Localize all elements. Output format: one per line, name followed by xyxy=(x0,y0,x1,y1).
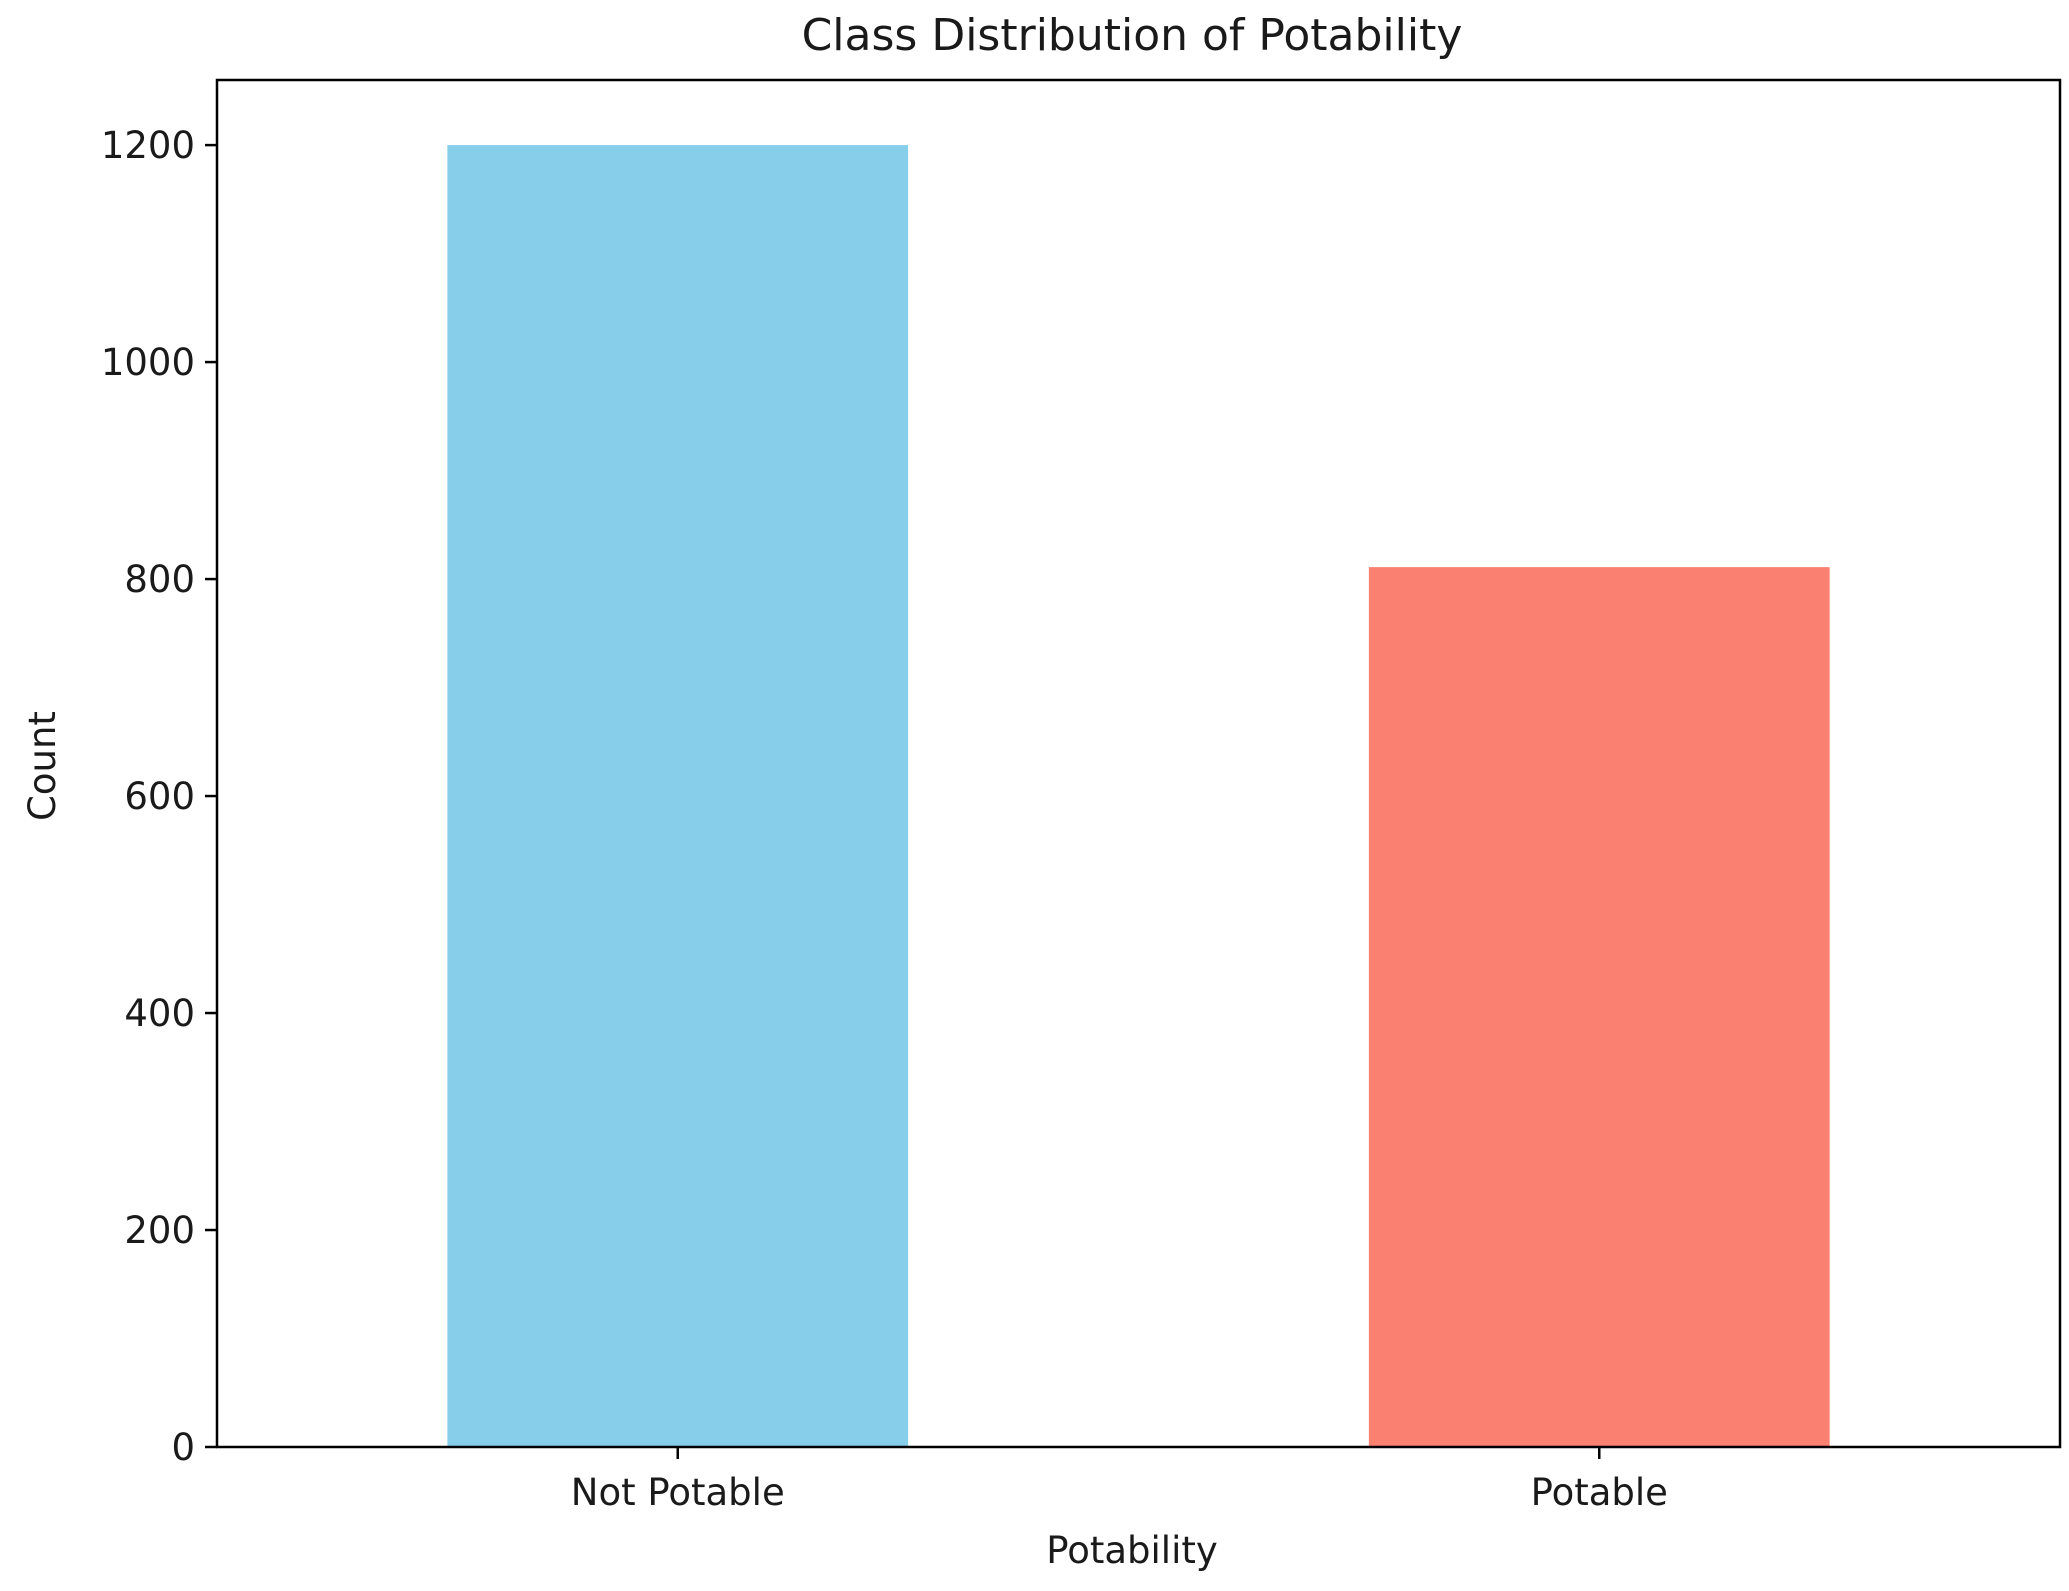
chart-title: Class Distribution of Potability xyxy=(802,10,1463,61)
y-tick-label: 1200 xyxy=(101,124,195,167)
y-tick-label: 0 xyxy=(171,1426,195,1469)
y-axis-ticks: 0 200 400 600 800 1000 1200 xyxy=(101,124,217,1469)
y-tick-label: 600 xyxy=(124,775,195,818)
bars-group xyxy=(447,145,1830,1448)
x-tick-label: Potable xyxy=(1531,1471,1668,1514)
y-tick-label: 800 xyxy=(124,558,195,601)
bar-potable xyxy=(1368,567,1830,1447)
y-tick-label: 400 xyxy=(124,992,195,1035)
x-tick-label: Not Potable xyxy=(571,1471,785,1514)
y-tick-label: 200 xyxy=(124,1209,195,1252)
plot-area-frame xyxy=(215,78,2062,1449)
bar-not-potable xyxy=(447,145,909,1448)
x-axis-label: Potability xyxy=(1046,1529,1218,1572)
y-tick-label: 1000 xyxy=(101,341,195,384)
x-axis-ticks: Not Potable Potable xyxy=(571,1447,1668,1514)
y-axis-label: Count xyxy=(21,711,64,821)
